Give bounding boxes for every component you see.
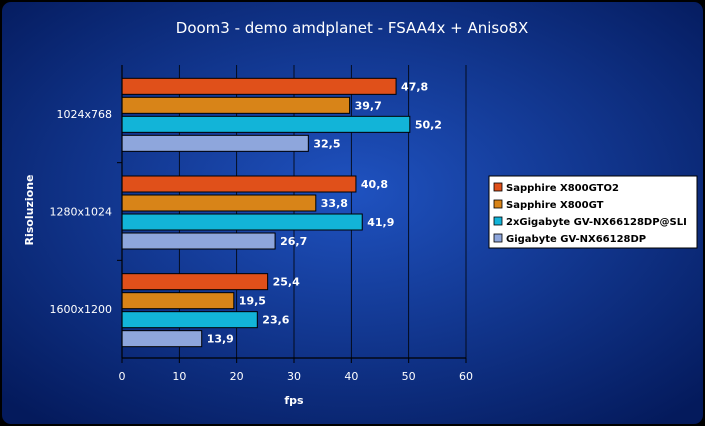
data-label: 41,9 bbox=[367, 216, 394, 229]
data-label: 23,6 bbox=[262, 314, 289, 327]
y-tick-label: 1024x768 bbox=[57, 108, 113, 121]
bar bbox=[121, 115, 411, 133]
y-tick-label: 1600x1200 bbox=[50, 303, 113, 316]
data-label: 19,5 bbox=[239, 295, 266, 308]
data-label: 50,2 bbox=[415, 118, 442, 131]
bar bbox=[121, 273, 269, 291]
x-tick-label: 30 bbox=[287, 370, 301, 383]
bar bbox=[121, 194, 317, 212]
data-label: 13,9 bbox=[207, 333, 234, 346]
chart-title: Doom3 - demo amdplanet - FSAA4x + Aniso8… bbox=[176, 19, 528, 37]
bar bbox=[121, 96, 351, 114]
legend-swatch bbox=[493, 182, 503, 192]
legend-swatch bbox=[493, 216, 503, 226]
bar bbox=[121, 330, 203, 348]
x-tick-label: 50 bbox=[402, 370, 416, 383]
data-label: 32,5 bbox=[313, 137, 340, 150]
legend-entry: 2xGigabyte GV-NX66128DP@SLI bbox=[506, 217, 687, 228]
x-tick-label: 60 bbox=[459, 370, 473, 383]
data-label: 33,8 bbox=[321, 197, 348, 210]
bar bbox=[121, 292, 235, 310]
legend: Sapphire X800GTO2 Sapphire X800GT 2xGigaby… bbox=[488, 175, 698, 249]
bar bbox=[121, 134, 309, 152]
data-label: 39,7 bbox=[355, 99, 382, 112]
legend-entry: Gigabyte GV-NX66128DP bbox=[506, 234, 646, 245]
x-tick-label: 40 bbox=[344, 370, 358, 383]
bar bbox=[121, 213, 363, 231]
axes: 0 10 20 30 40 50 60 1024x768 1280x1024 1600x1200 bbox=[50, 65, 473, 383]
legend-entry: Sapphire X800GTO2 bbox=[506, 183, 619, 194]
bar bbox=[121, 311, 258, 329]
bar bbox=[121, 77, 397, 95]
x-tick-label: 10 bbox=[172, 370, 186, 383]
x-tick-label: 20 bbox=[230, 370, 244, 383]
data-label: 47,8 bbox=[401, 80, 428, 93]
x-axis-title: fps bbox=[284, 394, 304, 407]
data-label: 25,4 bbox=[273, 276, 300, 289]
bar bbox=[121, 232, 276, 250]
bar bbox=[121, 175, 357, 193]
data-label: 40,8 bbox=[361, 178, 388, 191]
y-axis-title: Risoluzione bbox=[23, 175, 36, 246]
y-tick-label: 1280x1024 bbox=[50, 206, 113, 219]
legend-swatch bbox=[493, 199, 503, 209]
legend-swatch bbox=[493, 233, 503, 243]
x-tick-label: 0 bbox=[119, 370, 126, 383]
data-label: 26,7 bbox=[280, 235, 307, 248]
legend-entry: Sapphire X800GT bbox=[506, 200, 604, 211]
legend-box bbox=[488, 175, 698, 249]
